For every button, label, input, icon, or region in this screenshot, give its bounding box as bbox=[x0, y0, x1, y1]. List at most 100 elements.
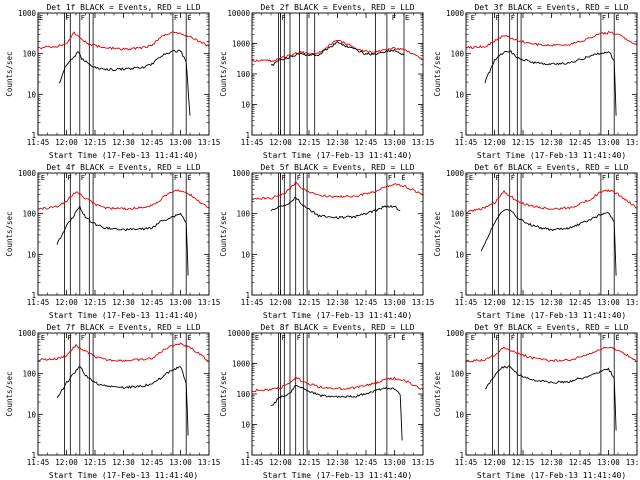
flag-marker-label: E bbox=[41, 174, 45, 182]
y-tick-label: 100 bbox=[450, 210, 464, 219]
flag-marker-label: E bbox=[405, 14, 409, 22]
series-line-lld bbox=[37, 189, 210, 211]
x-tick-label: 12:15 bbox=[84, 138, 107, 147]
y-tick-label: 1 bbox=[31, 131, 36, 140]
x-axis-label: Start Time (17-Feb-13 11:41:40) bbox=[477, 311, 626, 320]
flag-marker-label: F bbox=[81, 334, 85, 342]
series-line-events bbox=[56, 365, 189, 436]
y-tick-label: 1000 bbox=[446, 9, 465, 18]
x-tick-label: 11:45 bbox=[455, 458, 478, 467]
y-tick-label: 10000 bbox=[227, 329, 250, 338]
x-tick-label: 12:45 bbox=[569, 458, 592, 467]
plot-frame bbox=[251, 12, 424, 136]
x-tick-label: 13:00 bbox=[597, 298, 620, 307]
x-tick-label: 13:00 bbox=[383, 298, 406, 307]
flag-marker-label: E bbox=[255, 334, 259, 342]
y-tick-label: 1000 bbox=[446, 169, 465, 178]
plot-frame bbox=[465, 332, 638, 456]
x-tick-label: 12:15 bbox=[512, 458, 535, 467]
series-line-events bbox=[484, 365, 617, 431]
x-tick-label: 12:00 bbox=[55, 298, 78, 307]
plot-frame bbox=[251, 172, 424, 296]
x-tick-label: 12:30 bbox=[326, 138, 349, 147]
series-line-lld bbox=[38, 342, 210, 363]
flag-marker-label: E bbox=[471, 14, 475, 22]
flag-marker-label: F bbox=[511, 14, 515, 22]
flag-marker-label: E bbox=[187, 14, 191, 22]
y-tick-label: 1000 bbox=[232, 40, 251, 49]
x-tick-label: 13:00 bbox=[169, 138, 192, 147]
x-tick-label: 12:30 bbox=[326, 458, 349, 467]
plot-frame bbox=[465, 12, 638, 136]
y-tick-label: 10000 bbox=[227, 9, 250, 18]
x-tick-label: 12:30 bbox=[540, 458, 563, 467]
flag-marker-label: E bbox=[39, 14, 43, 22]
flag-marker-label: F bbox=[511, 174, 515, 182]
x-tick-label: 13:15 bbox=[412, 298, 435, 307]
x-tick-label: 11:45 bbox=[455, 298, 478, 307]
y-axis-label: Counts/sec bbox=[433, 371, 442, 416]
chart-title: Det 6f BLACK = Events, RED = LLD bbox=[474, 163, 628, 172]
flag-marker-label: E bbox=[471, 334, 475, 342]
x-tick-label: 12:00 bbox=[483, 138, 506, 147]
y-axis-label: Counts/sec bbox=[219, 371, 228, 416]
flag-marker-label: F bbox=[602, 334, 606, 342]
detector-chart-6: Det 6f BLACK = Events, RED = LLD Counts/s… bbox=[433, 163, 640, 320]
chart-title: Det 5f BLACK = Events, RED = LLD bbox=[260, 163, 414, 172]
flag-marker-label: F bbox=[496, 334, 500, 342]
chart-title: Det 1f BLACK = Events, RED = LLD bbox=[46, 3, 200, 12]
y-tick-label: 1000 bbox=[18, 9, 37, 18]
y-tick-label: 10 bbox=[27, 90, 37, 99]
x-tick-label: 13:15 bbox=[626, 138, 640, 147]
y-tick-label: 10 bbox=[241, 250, 251, 259]
x-tick-label: 13:00 bbox=[169, 458, 192, 467]
y-tick-label: 10 bbox=[241, 421, 251, 430]
flag-marker-label: F bbox=[81, 174, 85, 182]
flag-marker-label: F bbox=[297, 334, 301, 342]
x-tick-label: 12:00 bbox=[55, 138, 78, 147]
y-tick-label: 1 bbox=[245, 131, 250, 140]
x-axis-label: Start Time (17-Feb-13 11:41:40) bbox=[49, 311, 198, 320]
y-tick-label: 1000 bbox=[232, 169, 251, 178]
flag-marker-label: F bbox=[392, 14, 396, 22]
x-tick-label: 11:45 bbox=[241, 298, 264, 307]
y-tick-label: 10 bbox=[455, 90, 465, 99]
y-axis-label: Counts/sec bbox=[5, 51, 14, 96]
flag-marker-label: E bbox=[187, 174, 191, 182]
x-tick-label: 12:45 bbox=[141, 458, 164, 467]
x-tick-label: 12:15 bbox=[84, 298, 107, 307]
plot-frame bbox=[251, 332, 424, 456]
x-tick-label: 13:15 bbox=[198, 298, 221, 307]
series-line-lld bbox=[465, 31, 638, 49]
y-tick-label: 100 bbox=[236, 70, 250, 79]
series-line-lld bbox=[251, 376, 424, 393]
x-axis-label: Start Time (17-Feb-13 11:41:40) bbox=[263, 471, 412, 480]
flag-marker-label: F bbox=[496, 14, 500, 22]
x-tick-label: 12:00 bbox=[269, 458, 292, 467]
y-tick-label: 1 bbox=[245, 451, 250, 460]
x-axis-label: Start Time (17-Feb-13 11:41:40) bbox=[49, 471, 198, 480]
y-tick-label: 10 bbox=[27, 250, 37, 259]
plot-frame bbox=[37, 12, 210, 136]
flag-marker-label: F bbox=[282, 334, 286, 342]
x-tick-label: 12:00 bbox=[483, 298, 506, 307]
x-tick-label: 12:45 bbox=[355, 138, 378, 147]
chart-title: Det 4f BLACK = Events, RED = LLD bbox=[46, 163, 200, 172]
x-tick-label: 12:45 bbox=[141, 298, 164, 307]
flag-marker-label: F bbox=[68, 174, 72, 182]
flag-marker-label: F bbox=[174, 334, 178, 342]
y-tick-label: 1 bbox=[459, 451, 464, 460]
x-axis-label: Start Time (17-Feb-13 11:41:40) bbox=[477, 151, 626, 160]
x-tick-label: 12:45 bbox=[569, 298, 592, 307]
x-tick-label: 12:00 bbox=[269, 298, 292, 307]
detector-chart-2: Det 2f BLACK = Events, RED = LLD Counts/s… bbox=[219, 3, 434, 160]
flag-marker-label: F bbox=[66, 14, 70, 22]
y-tick-label: 1 bbox=[31, 451, 36, 460]
plot-frame bbox=[465, 172, 638, 296]
x-tick-label: 13:15 bbox=[198, 138, 221, 147]
y-tick-label: 100 bbox=[236, 390, 250, 399]
series-line-lld bbox=[465, 189, 638, 214]
x-tick-label: 11:45 bbox=[27, 458, 50, 467]
x-axis-label: Start Time (17-Feb-13 11:41:40) bbox=[477, 471, 626, 480]
x-tick-label: 12:45 bbox=[569, 138, 592, 147]
